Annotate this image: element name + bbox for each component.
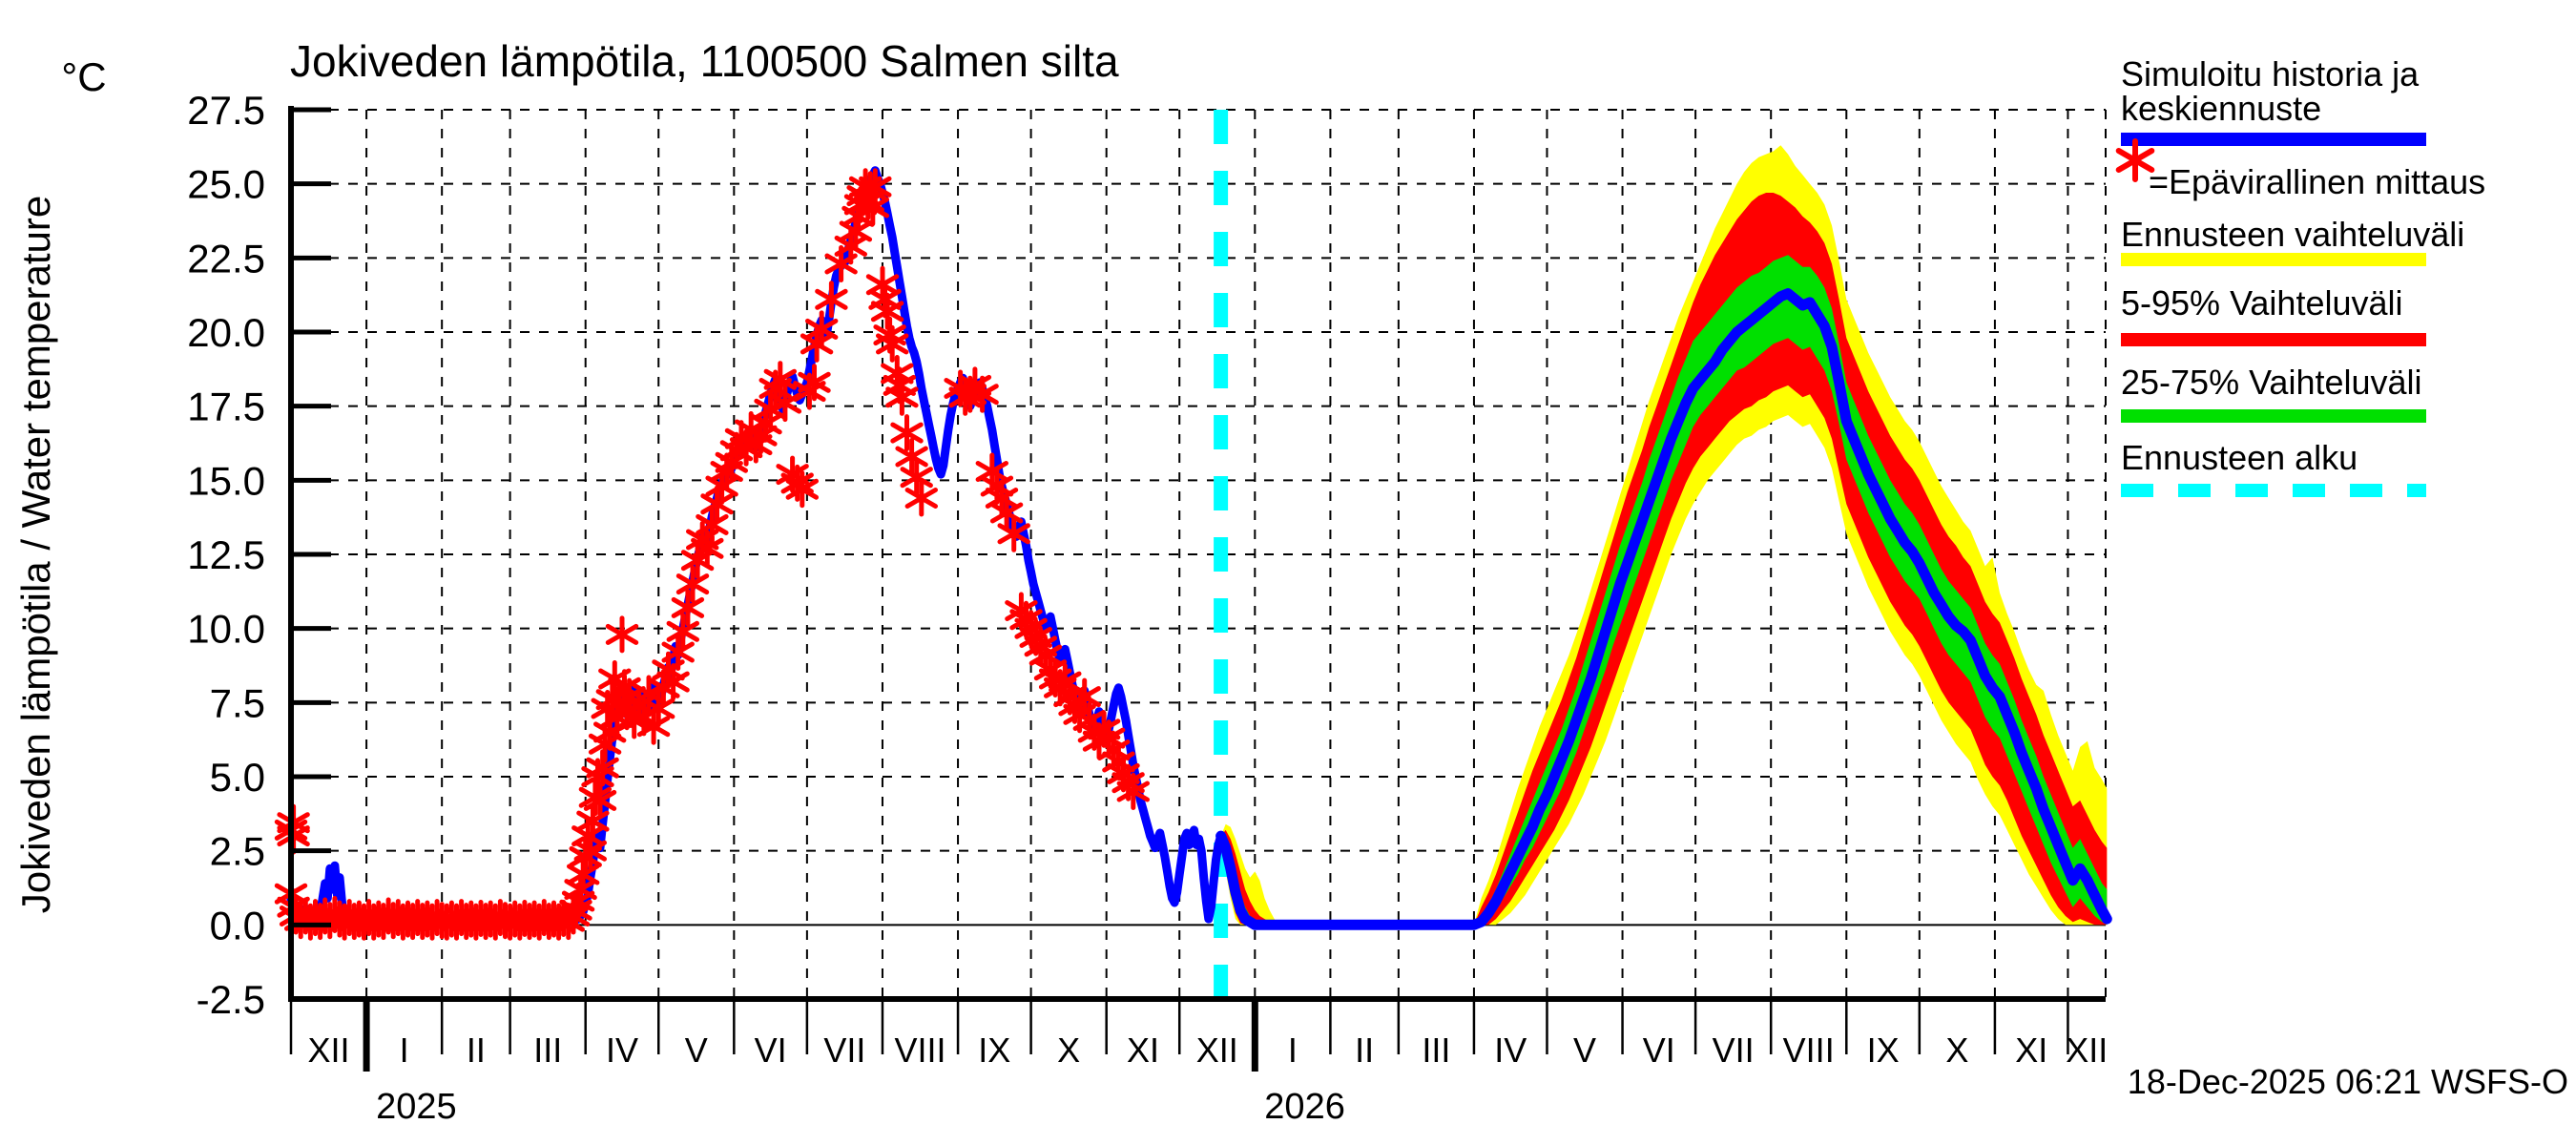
- month-label: III: [1422, 1030, 1450, 1070]
- legend-swatch-line: [2121, 333, 2426, 346]
- y-tick-label: -2.5: [197, 977, 265, 1022]
- legend-label: =Epävirallinen mittaus: [2149, 162, 2485, 201]
- y-tick-label: 15.0: [187, 458, 265, 503]
- month-label: IX: [1867, 1030, 1900, 1070]
- month-label: V: [685, 1030, 708, 1070]
- legend-label: Ennusteen vaihteluväli: [2121, 215, 2464, 254]
- legend-item: 5-95% Vaihteluväli: [2121, 283, 2426, 346]
- y-tick-label: 17.5: [187, 385, 265, 429]
- y-tick-labels: 27.5 25.0 22.5 20.0 17.5 15.0 12.5 10.0 7.5 5.0 2.…: [187, 88, 265, 1022]
- legend-label: 5-95% Vaihteluväli: [2121, 283, 2403, 323]
- legend-label: 25-75% Vaihteluväli: [2121, 363, 2422, 402]
- legend-label: Simuloitu historia ja: [2121, 54, 2420, 94]
- legend-item: Ennusteen vaihteluväli: [2121, 215, 2464, 266]
- month-label: IX: [978, 1030, 1010, 1070]
- y-tick-label: 20.0: [187, 310, 265, 355]
- month-label: VI: [755, 1030, 787, 1070]
- x-tick-labels: XII I II III IV V VI VII VIII IX X XI XII I II III IV V VI…: [307, 1030, 2108, 1127]
- year-label: 2026: [1264, 1087, 1345, 1127]
- month-label: XII: [1196, 1030, 1238, 1070]
- month-label: II: [1355, 1030, 1374, 1070]
- timestamp: 18-Dec-2025 06:21 WSFS-O: [2128, 1062, 2568, 1101]
- y-axis-unit: °C: [61, 54, 106, 99]
- month-label: XI: [1127, 1030, 1159, 1070]
- month-label: IV: [606, 1030, 638, 1070]
- y-tick-label: 22.5: [187, 236, 265, 281]
- axes-and-ticks: [288, 106, 2106, 1072]
- y-tick-label: 7.5: [210, 680, 265, 725]
- y-tick-label: 25.0: [187, 162, 265, 207]
- y-tick-label: 0.0: [210, 903, 265, 947]
- month-label: XII: [2066, 1030, 2108, 1070]
- month-label: IV: [1494, 1030, 1527, 1070]
- month-label: I: [400, 1030, 409, 1070]
- month-label: VII: [1713, 1030, 1755, 1070]
- legend-swatch-line: [2121, 409, 2426, 423]
- month-label: III: [533, 1030, 562, 1070]
- y-tick-label: 12.5: [187, 532, 265, 577]
- forecast-median-line: [1215, 288, 2112, 930]
- y-tick-label: 27.5: [187, 88, 265, 133]
- month-label: VIII: [894, 1030, 945, 1070]
- month-label: II: [467, 1030, 486, 1070]
- y-tick-label: 5.0: [210, 755, 265, 800]
- forecast-bands: [1220, 145, 2108, 926]
- legend-item: Ennusteen alku: [2121, 438, 2426, 497]
- y-tick-label: 10.0: [187, 607, 265, 652]
- legend-swatch-line: [2121, 133, 2426, 146]
- year-label: 2025: [376, 1087, 457, 1127]
- legend-item: 25-75% Vaihteluväli: [2121, 363, 2426, 423]
- legend-label: keskiennuste: [2121, 89, 2321, 128]
- y-axis-label: Jokiveden lämpötila / Water temperature: [13, 196, 58, 913]
- month-label: VIII: [1783, 1030, 1835, 1070]
- history-line: [286, 166, 1226, 927]
- y-tick-label: 2.5: [210, 829, 265, 874]
- legend-star-icon: [2115, 138, 2155, 182]
- month-label: XI: [2015, 1030, 2047, 1070]
- legend-item: =Epävirallinen mittaus: [2115, 138, 2485, 201]
- chart-title: Jokiveden lämpötila, 1100500 Salmen silt…: [290, 36, 1119, 86]
- month-label: VII: [823, 1030, 865, 1070]
- month-label: VI: [1643, 1030, 1675, 1070]
- month-label: I: [1288, 1030, 1298, 1070]
- legend-label: Ennusteen alku: [2121, 438, 2358, 477]
- legend-swatch-line: [2121, 253, 2426, 266]
- month-label: X: [1057, 1030, 1080, 1070]
- month-label: V: [1573, 1030, 1596, 1070]
- month-label: X: [1945, 1030, 1968, 1070]
- month-label: XII: [307, 1030, 349, 1070]
